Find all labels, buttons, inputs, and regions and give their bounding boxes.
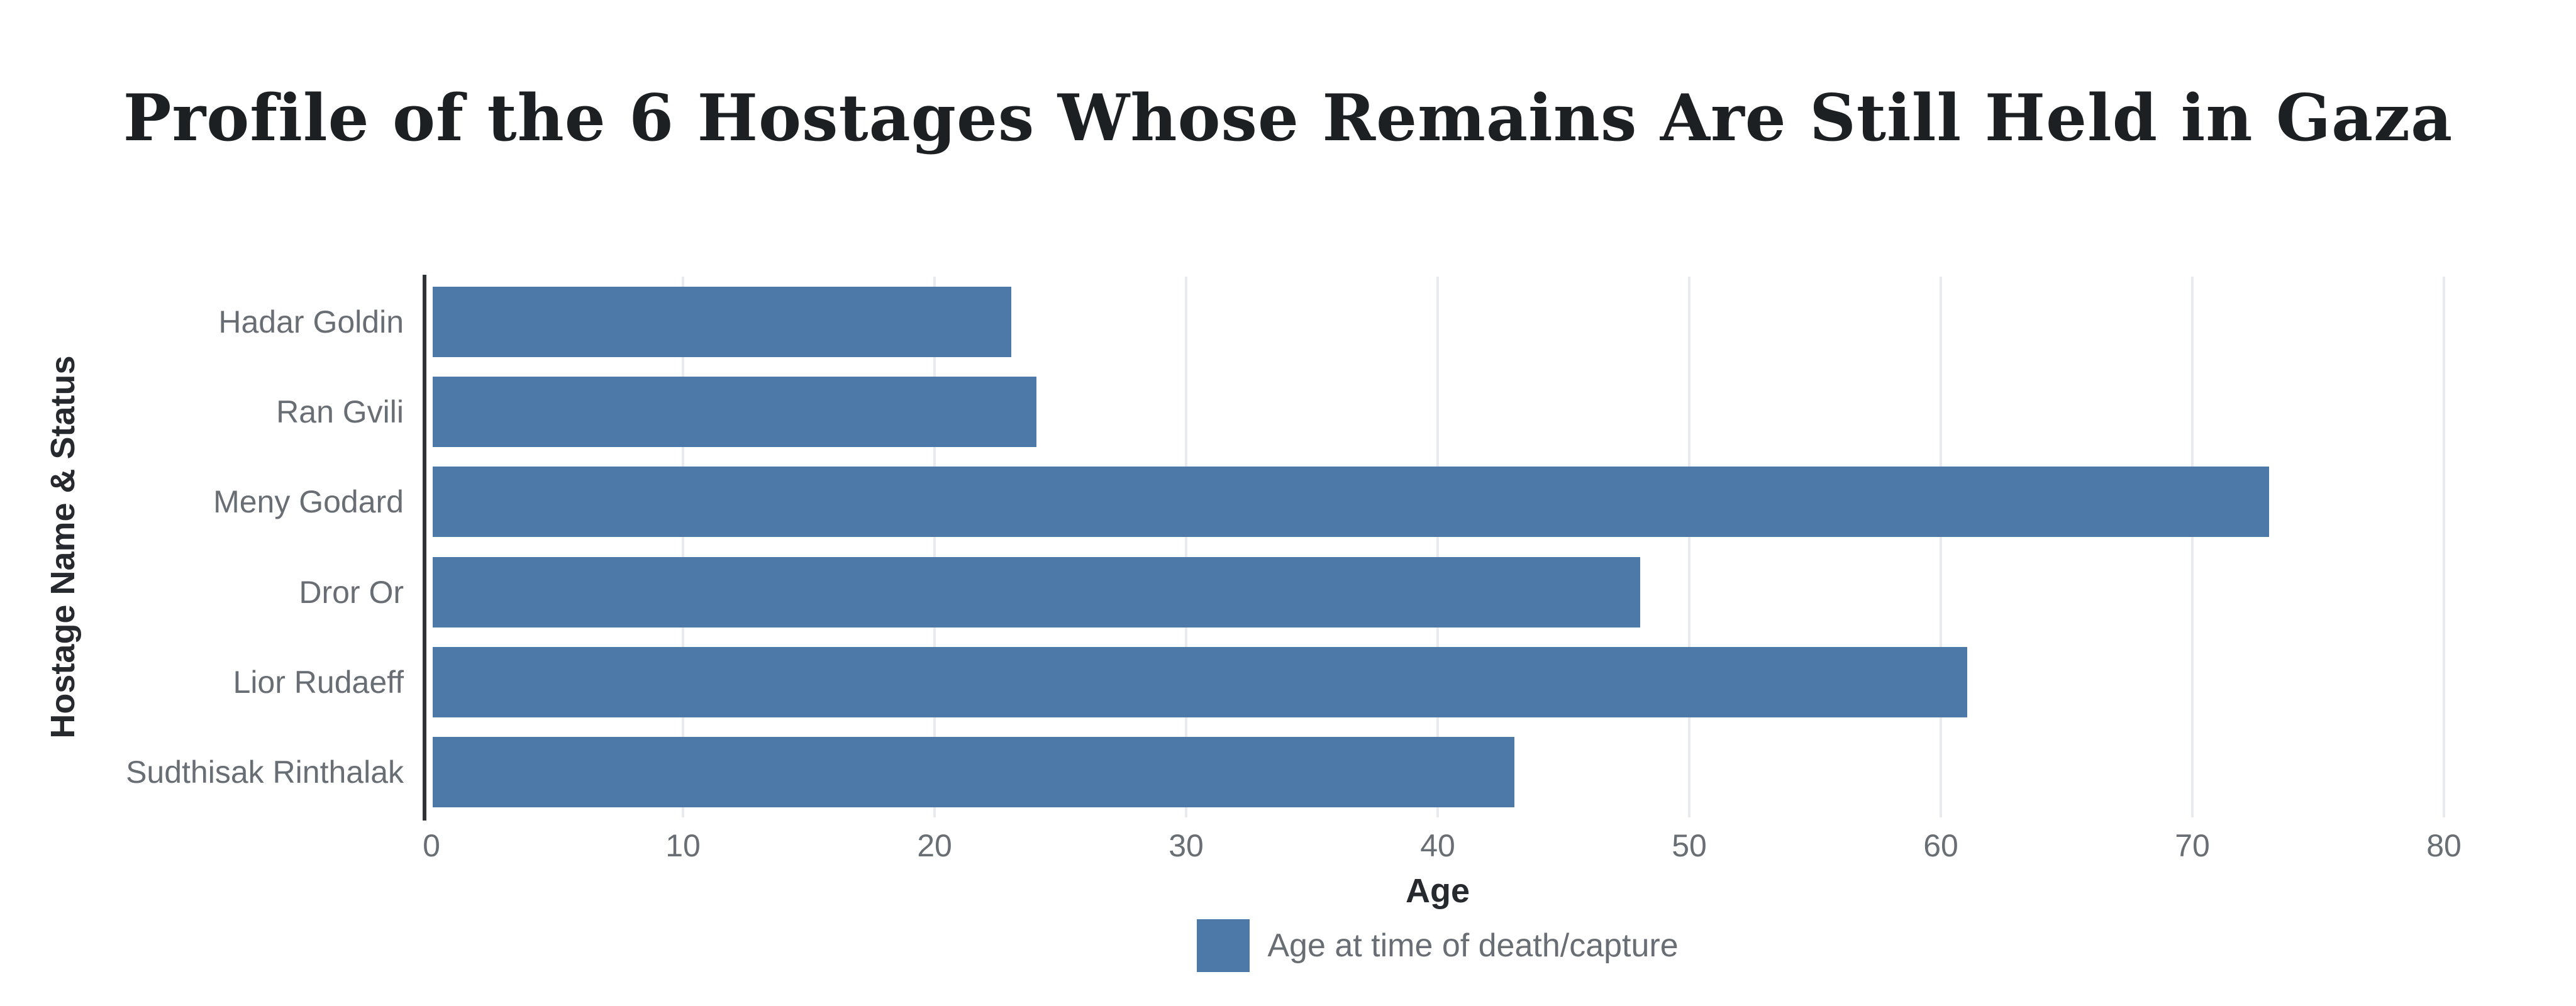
bar-hadar-goldin	[433, 286, 1011, 357]
x-tick-label: 80	[2426, 828, 2462, 863]
plot-area	[423, 275, 2445, 821]
bar-dror-or	[433, 556, 1640, 627]
legend-label: Age at time of death/capture	[1267, 927, 1679, 964]
x-axis-ticks: 0 10 20 30 40 50 60 70 80	[423, 827, 2462, 871]
bar-sudthisak-rinthalak	[433, 737, 1514, 808]
y-tick-label: Hadar Goldin	[218, 304, 404, 340]
x-axis-title: Age	[1405, 872, 1470, 910]
legend: Age at time of death/capture	[431, 919, 2444, 972]
gridline	[1436, 277, 1439, 817]
x-tick-label: 30	[1169, 828, 1204, 863]
gridline	[2443, 277, 2445, 817]
gridline	[1185, 277, 1187, 817]
chart-title: Profile of the 6 Hostages Whose Remains …	[123, 80, 2453, 156]
x-tick-label: 0	[423, 828, 440, 863]
x-tick-label: 70	[2175, 828, 2210, 863]
y-axis-labels: Hadar Goldin Ran Gvili Meny Godard Dror Or L…	[0, 277, 404, 817]
x-tick-label: 20	[917, 828, 952, 863]
gridline	[933, 277, 936, 817]
gridline	[682, 277, 684, 817]
bar-ran-gvili	[433, 377, 1036, 447]
bar-meny-godard	[433, 467, 2269, 538]
y-tick-label: Dror Or	[299, 574, 404, 610]
gridline	[1940, 277, 1942, 817]
gridline	[2191, 277, 2194, 817]
x-tick-label: 60	[1923, 828, 1958, 863]
legend-swatch	[1197, 919, 1250, 972]
y-tick-label: Meny Godard	[213, 484, 404, 520]
y-tick-label: Sudthisak Rinthalak	[126, 754, 404, 790]
y-axis-line	[423, 275, 426, 821]
x-tick-label: 10	[665, 828, 701, 863]
y-tick-label: Lior Rudaeff	[233, 665, 404, 700]
x-tick-label: 50	[1672, 828, 1707, 863]
y-tick-label: Ran Gvili	[276, 394, 404, 429]
gridline	[1688, 277, 1690, 817]
bar-lior-rudaeff	[433, 647, 1967, 717]
x-tick-label: 40	[1420, 828, 1455, 863]
